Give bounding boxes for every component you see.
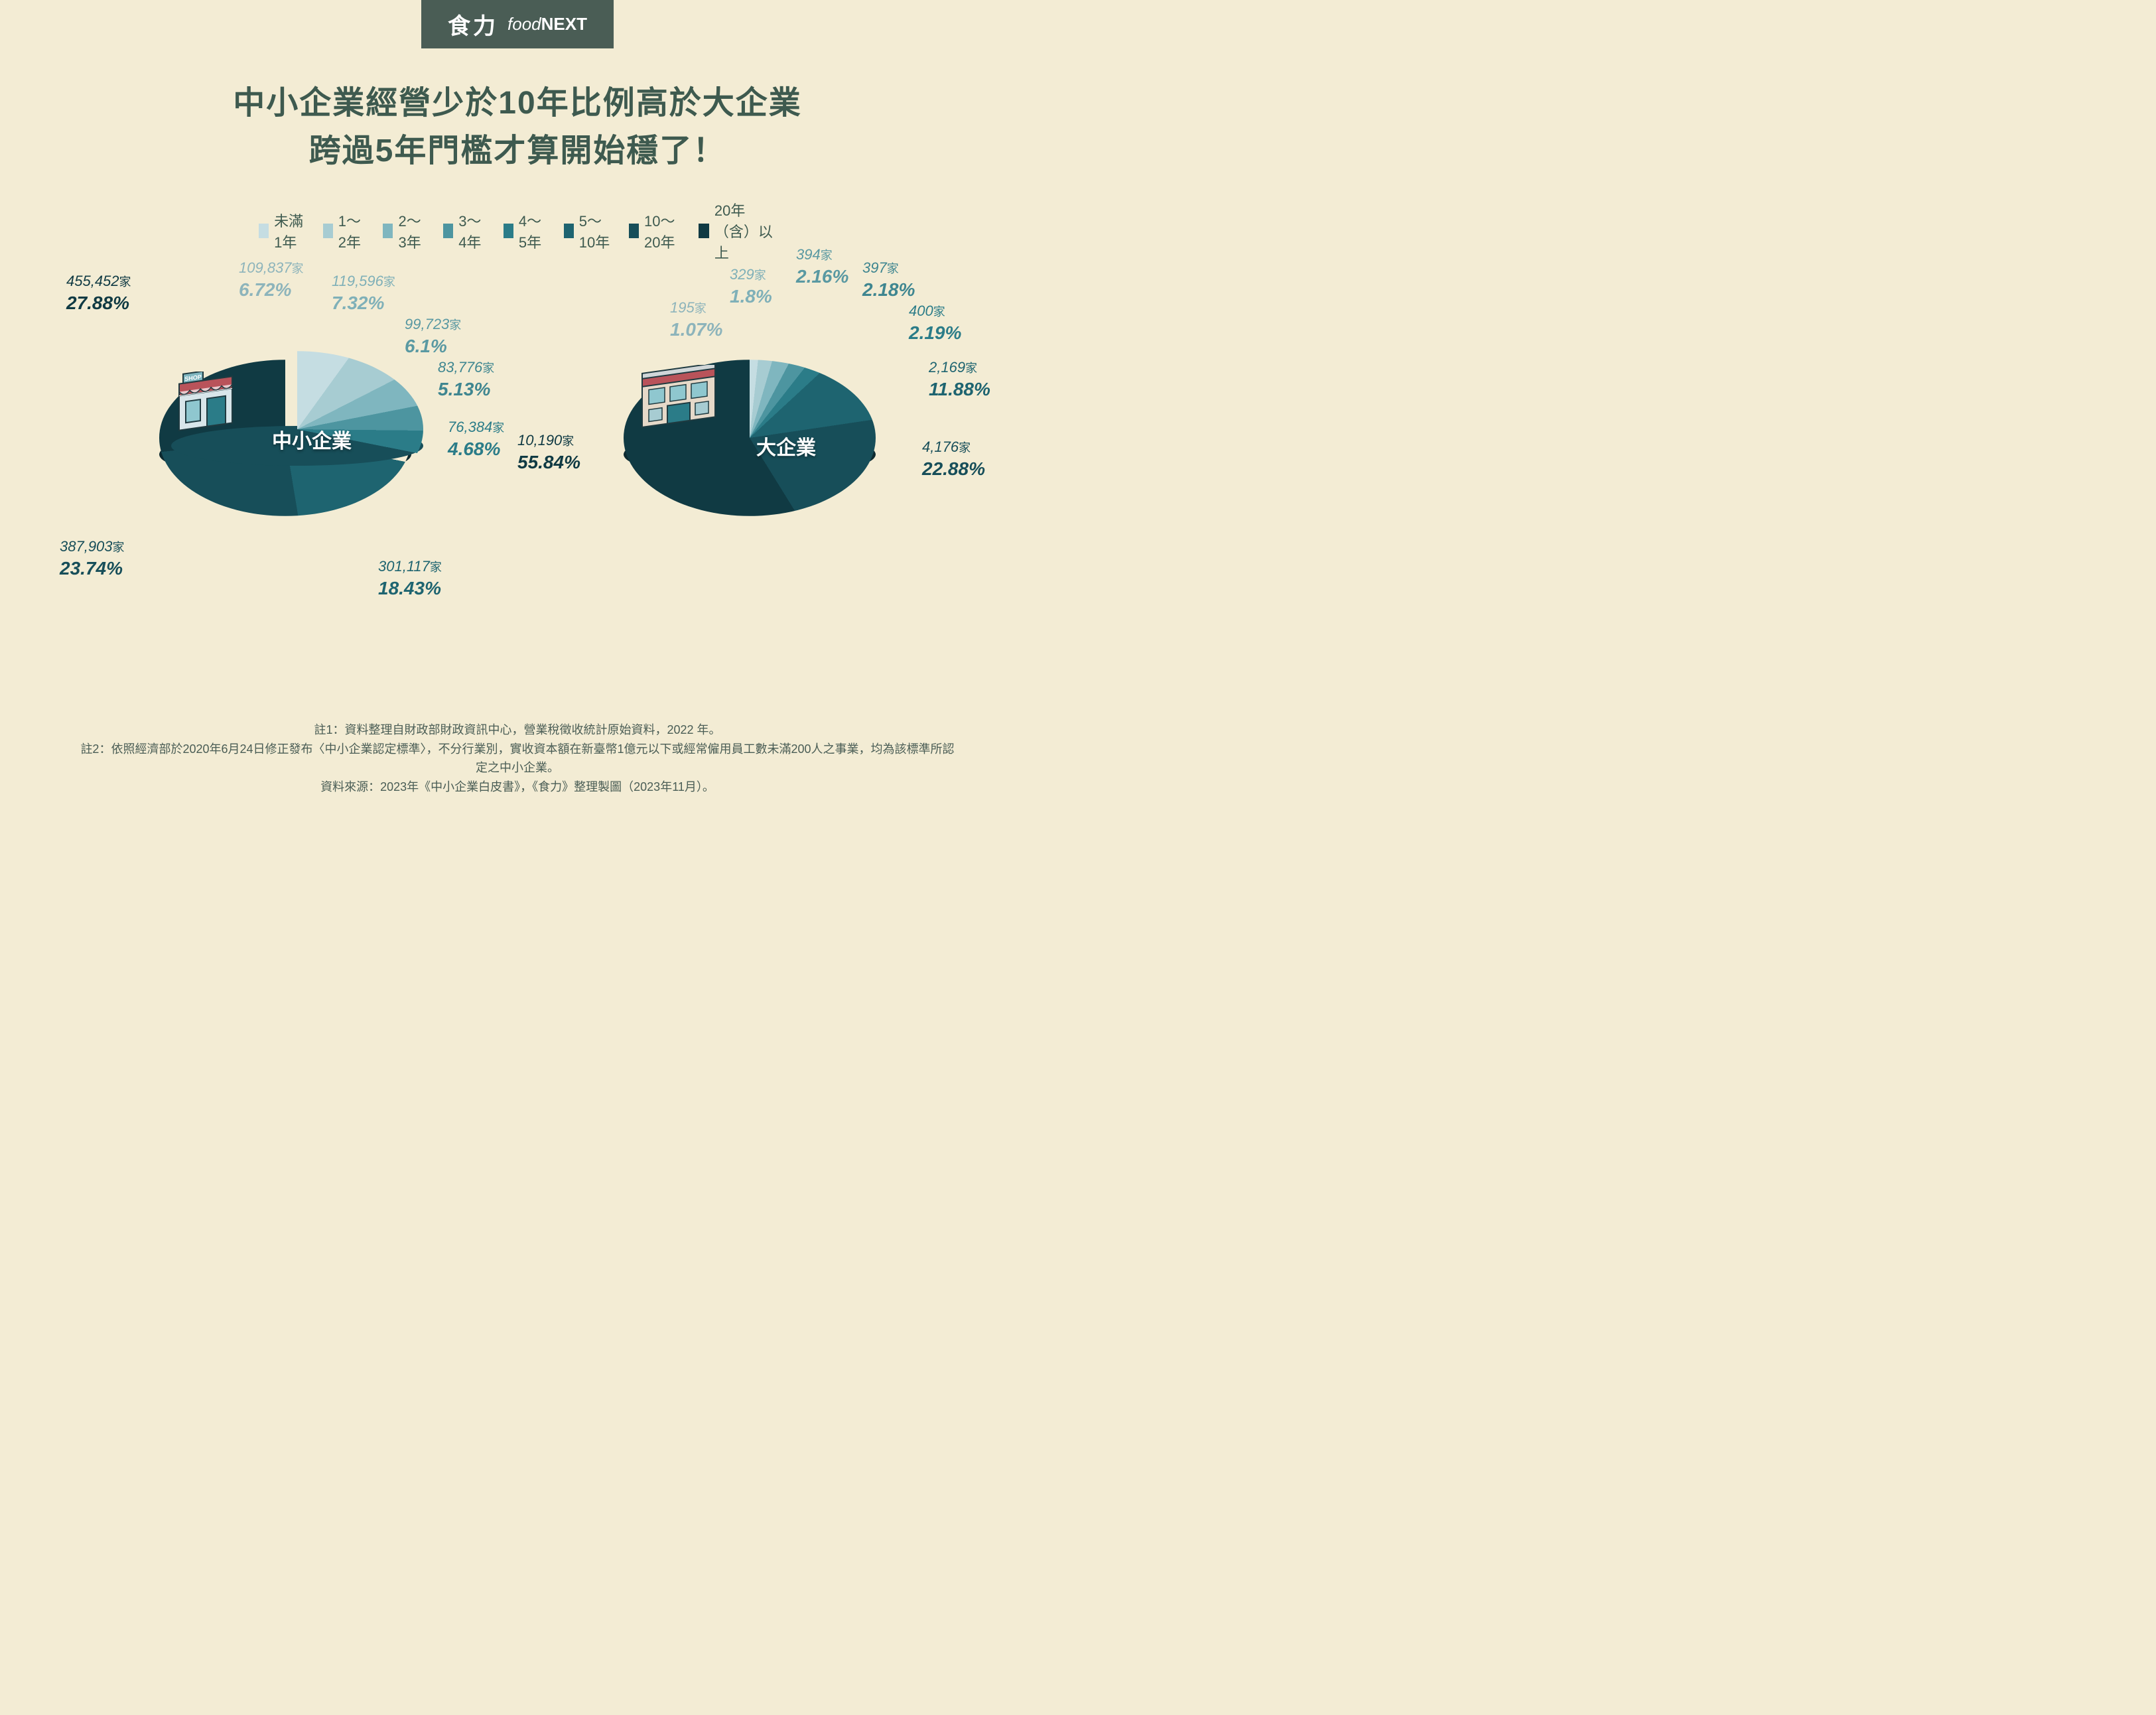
- legend-swatch: [383, 224, 393, 238]
- callout-pct: 18.43%: [378, 577, 442, 600]
- pie-callout: 2,169家11.88%: [929, 358, 990, 401]
- charts-area: 中小企業 SHOP 109,837家6.72%119,596家7.32%99,7…: [0, 239, 1035, 663]
- callout-count: 99,723家: [405, 315, 461, 334]
- callout-pct: 2.16%: [796, 265, 848, 289]
- callout-count: 195家: [670, 299, 722, 318]
- pie-callout: 455,452家27.88%: [66, 272, 131, 315]
- callout-pct: 1.8%: [730, 285, 772, 309]
- legend-swatch: [699, 224, 708, 238]
- headline: 中小企業經營少於10年比例高於大企業 跨過5年門檻才算開始穩了！: [0, 80, 1035, 175]
- pie-callout: 387,903家23.74%: [60, 537, 125, 581]
- callout-pct: 2.18%: [862, 278, 915, 302]
- footnote-line: 註2：依照經濟部於2020年6月24日修正發布〈中小企業認定標準〉，不分行業別，…: [80, 740, 955, 778]
- pie-callout: 397家2.18%: [862, 259, 915, 302]
- pie-callout: 4,176家22.88%: [922, 438, 985, 481]
- headline-line-1: 中小企業經營少於10年比例高於大企業: [0, 80, 1035, 127]
- callout-pct: 55.84%: [517, 450, 580, 474]
- footnote-line: 資料來源：2023年《中小企業白皮書》，《食力》整理製圖（2023年11月）。: [80, 778, 955, 797]
- callout-pct: 4.68%: [448, 437, 504, 461]
- callout-count: 76,384家: [448, 418, 504, 437]
- callout-count: 2,169家: [929, 358, 990, 377]
- callout-pct: 1.07%: [670, 318, 722, 342]
- callout-pct: 22.88%: [922, 457, 985, 481]
- pie-callout: 400家2.19%: [909, 302, 961, 345]
- footnotes: 註1：資料整理自財政部財政資訊中心，營業稅徵收統計原始資料，2022 年。註2：…: [0, 720, 1035, 797]
- callout-count: 83,776家: [438, 358, 494, 377]
- pie-sme-title: 中小企業: [272, 425, 352, 454]
- callout-pct: 23.74%: [60, 557, 125, 581]
- callout-count: 4,176家: [922, 438, 985, 457]
- pie-callout: 76,384家4.68%: [448, 418, 504, 461]
- legend-swatch: [564, 224, 574, 238]
- brand-logo: 食力 foodNEXT: [421, 0, 614, 48]
- pie-callout: 109,837家6.72%: [239, 259, 304, 302]
- pie-callout: 99,723家6.1%: [405, 315, 461, 358]
- pie-callout: 301,117家18.43%: [378, 557, 442, 600]
- pie-chart-sme: 中小企業 SHOP 109,837家6.72%119,596家7.32%99,7…: [53, 239, 517, 637]
- logo-chinese: 食力: [448, 8, 498, 40]
- callout-pct: 7.32%: [332, 291, 395, 315]
- pie-callout: 119,596家7.32%: [332, 272, 395, 315]
- callout-count: 400家: [909, 302, 961, 321]
- callout-count: 119,596家: [332, 272, 395, 291]
- callout-count: 394家: [796, 245, 848, 265]
- pie-callout: 10,190家55.84%: [517, 431, 580, 474]
- shop-icon: SHOP: [172, 372, 245, 441]
- logo-english: foodNEXT: [507, 14, 587, 34]
- legend-swatch: [504, 224, 513, 238]
- headline-line-2: 跨過5年門檻才算開始穩了！: [0, 127, 1035, 175]
- pie-callout: 394家2.16%: [796, 245, 848, 289]
- callout-pct: 5.13%: [438, 377, 494, 401]
- office-building-icon: [637, 365, 730, 441]
- legend-swatch: [323, 224, 333, 238]
- callout-pct: 6.1%: [405, 334, 461, 358]
- callout-pct: 6.72%: [239, 278, 304, 302]
- callout-pct: 2.19%: [909, 321, 961, 345]
- legend-swatch: [443, 224, 453, 238]
- callout-count: 397家: [862, 259, 915, 278]
- pie-callout: 195家1.07%: [670, 299, 722, 342]
- legend-swatch: [259, 224, 269, 238]
- callout-pct: 27.88%: [66, 291, 131, 315]
- legend-swatch: [629, 224, 639, 238]
- callout-count: 455,452家: [66, 272, 131, 291]
- callout-pct: 11.88%: [929, 377, 990, 401]
- pie-callout: 83,776家5.13%: [438, 358, 494, 401]
- callout-count: 109,837家: [239, 259, 304, 278]
- callout-count: 10,190家: [517, 431, 580, 450]
- callout-count: 329家: [730, 265, 772, 285]
- pie-callout: 329家1.8%: [730, 265, 772, 309]
- pie-large-title: 大企業: [756, 431, 816, 460]
- footnote-line: 註1：資料整理自財政部財政資訊中心，營業稅徵收統計原始資料，2022 年。: [80, 720, 955, 740]
- callout-count: 301,117家: [378, 557, 442, 577]
- pie-chart-large: 大企業 195家1.07%329家1.8%394家2.16%397家2.18%4…: [517, 239, 982, 637]
- callout-count: 387,903家: [60, 537, 125, 557]
